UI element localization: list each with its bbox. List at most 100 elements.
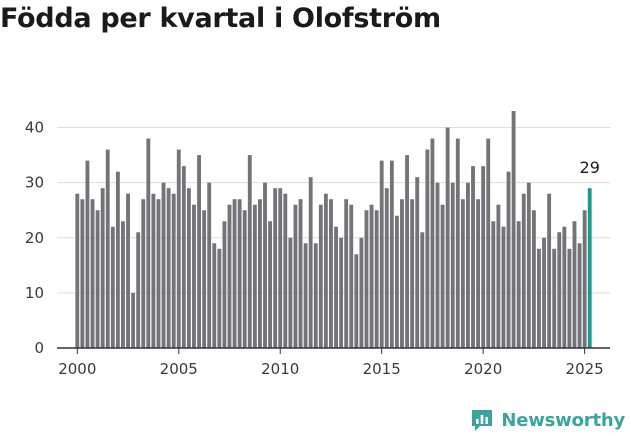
bar — [252, 204, 257, 348]
x-tick-label: 2020 — [464, 360, 502, 378]
bar — [542, 237, 546, 348]
bar — [329, 199, 333, 348]
bar — [562, 226, 567, 348]
bar — [460, 199, 465, 348]
bar — [552, 248, 557, 348]
bar — [186, 188, 191, 348]
bar — [557, 232, 562, 348]
bar — [450, 182, 455, 348]
bar — [369, 204, 374, 348]
bar — [430, 138, 435, 348]
bar — [247, 155, 252, 348]
bar — [572, 221, 577, 348]
latest-value-label: 29 — [580, 158, 600, 177]
y-tick-label: 30 — [25, 174, 44, 192]
bar — [374, 210, 379, 348]
bar — [288, 237, 293, 348]
bar — [486, 138, 491, 348]
bar — [192, 204, 196, 348]
bar — [318, 204, 323, 348]
bar — [440, 204, 445, 348]
bar — [491, 221, 496, 348]
bar — [115, 171, 120, 348]
bar — [506, 171, 511, 348]
y-tick-label: 10 — [25, 284, 44, 302]
bar — [278, 188, 283, 348]
bar — [202, 210, 207, 348]
bar — [521, 193, 526, 348]
bar — [100, 188, 105, 348]
bar — [110, 226, 115, 348]
bar — [394, 215, 399, 348]
bar — [283, 193, 288, 348]
x-axis — [57, 347, 610, 354]
bar — [466, 182, 470, 348]
bar — [501, 226, 506, 348]
bar — [273, 188, 278, 348]
bar — [181, 166, 186, 348]
bar — [227, 204, 232, 348]
bar — [344, 199, 349, 348]
bar — [151, 193, 156, 348]
x-tick-label: 2010 — [261, 360, 299, 378]
bar — [85, 160, 90, 348]
bar — [156, 199, 161, 348]
bar — [161, 182, 166, 348]
labels: 0 10 20 30 40 29 2000 2005 2010 2015 2020 2025 — [25, 119, 604, 378]
bar — [537, 248, 541, 348]
bar — [384, 188, 389, 348]
x-tick-label: 2025 — [566, 360, 604, 378]
bar — [131, 292, 136, 348]
bar — [420, 232, 425, 348]
bar — [481, 166, 486, 348]
bar — [121, 221, 125, 348]
newsworthy-logo-icon — [472, 410, 493, 431]
bar — [313, 243, 318, 348]
bar — [323, 193, 328, 348]
bar — [136, 232, 141, 348]
bar — [258, 199, 262, 348]
bar — [400, 199, 404, 348]
bar — [207, 182, 212, 348]
bar — [146, 138, 151, 348]
x-tick-label: 2015 — [363, 360, 401, 378]
bar — [126, 193, 130, 348]
bar — [263, 182, 267, 348]
bar — [415, 177, 420, 348]
chart-title: Födda per kvartal i Olofström — [0, 3, 441, 34]
bar — [547, 193, 552, 348]
bar — [268, 221, 273, 348]
bar — [75, 193, 80, 348]
bar — [496, 204, 501, 348]
bar — [105, 149, 110, 348]
bar — [405, 155, 409, 348]
brand: Newsworthy — [469, 407, 625, 433]
bar — [166, 188, 171, 348]
bar — [171, 193, 176, 348]
x-tick-label: 2005 — [160, 360, 198, 378]
bar — [237, 199, 242, 348]
bar — [516, 221, 521, 348]
bar — [435, 182, 440, 348]
bar — [339, 237, 344, 348]
bars — [75, 111, 592, 349]
bar — [334, 226, 338, 348]
bar — [379, 160, 384, 348]
bar — [176, 149, 181, 348]
bar — [455, 138, 460, 348]
bar — [90, 199, 95, 348]
y-tick-label: 0 — [34, 339, 44, 357]
bar — [298, 199, 303, 348]
bar — [308, 177, 313, 348]
bar — [242, 210, 247, 348]
bar — [364, 210, 369, 348]
bar — [95, 210, 100, 348]
x-tick-label: 2000 — [58, 360, 96, 378]
bar — [425, 149, 430, 348]
bar — [349, 204, 354, 348]
bar — [141, 199, 146, 348]
bar — [80, 199, 85, 348]
bar — [445, 127, 450, 348]
bar — [212, 243, 217, 348]
bar — [567, 248, 572, 348]
